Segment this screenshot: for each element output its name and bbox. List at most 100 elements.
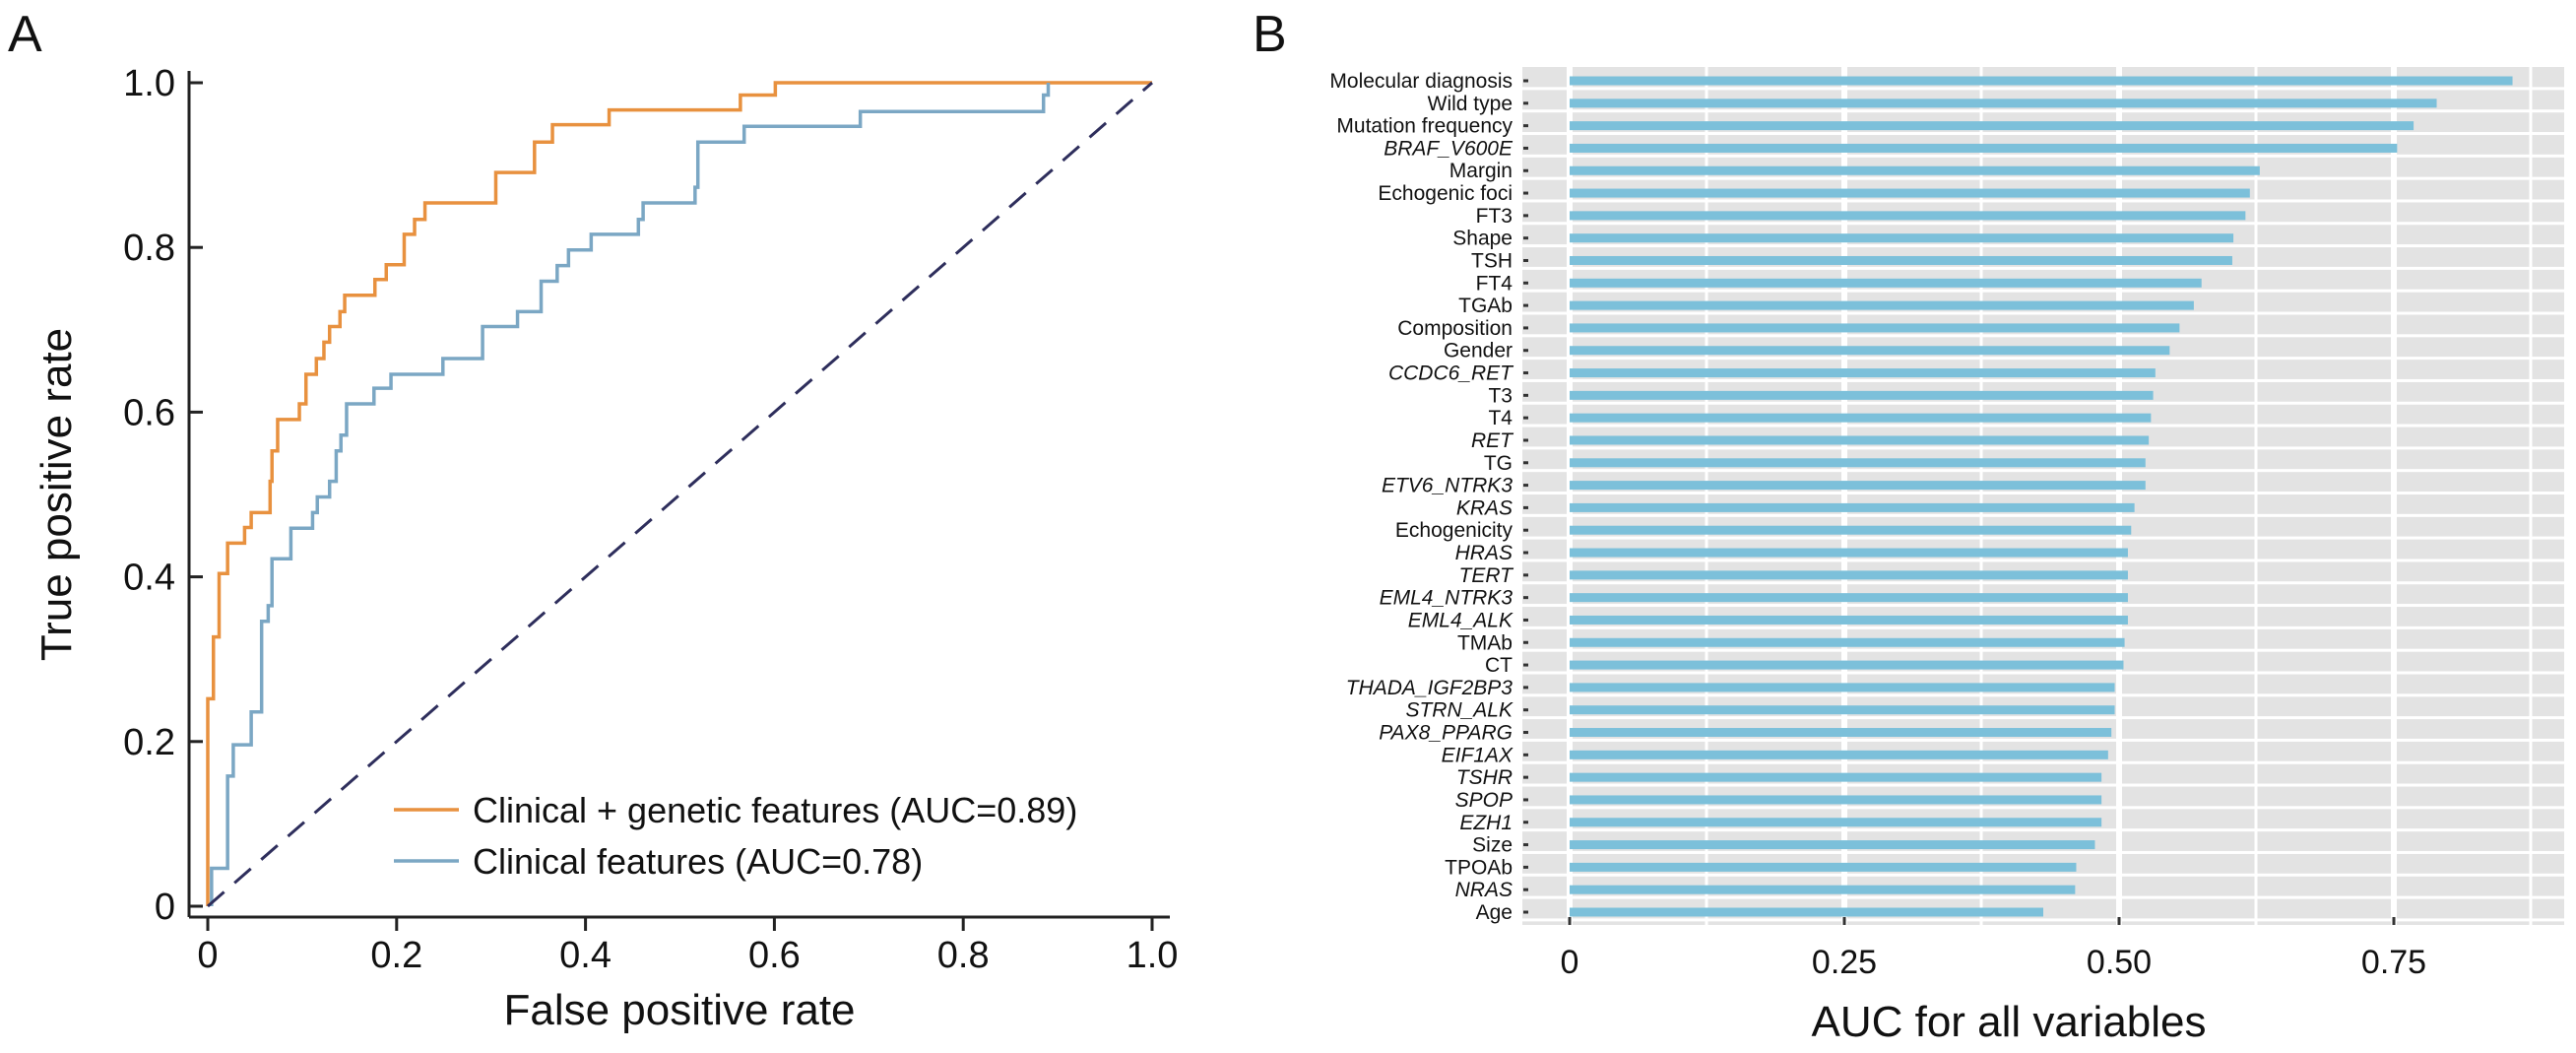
x-tick-label: 0.2: [370, 935, 422, 976]
row-separator: [1522, 334, 2564, 338]
category-label: Wild type: [1428, 93, 1513, 115]
panel-label-b: B: [1253, 6, 1287, 63]
minor-gridline: [2254, 67, 2258, 925]
y-tick: [1523, 214, 1528, 218]
x-tick-label: 0.4: [559, 935, 612, 976]
category-label: Mutation frequency: [1336, 115, 1513, 138]
bar-nras: [1570, 885, 2076, 894]
category-label: TG: [1484, 452, 1513, 475]
y-tick: [1523, 798, 1528, 802]
y-tick: [1523, 416, 1528, 420]
category-label: EML4_ALK: [1408, 609, 1513, 631]
major-gridline: [1567, 67, 1573, 925]
bar-braf-v600e: [1570, 143, 2398, 153]
y-tick: [1523, 731, 1528, 735]
category-label: Margin: [1449, 160, 1513, 182]
x-tick-label: 1.0: [1127, 935, 1179, 976]
y-tick-label: 0.6: [123, 392, 175, 433]
bar-spop: [1570, 795, 2102, 805]
row-separator: [1522, 132, 2564, 136]
bar-tgab: [1570, 300, 2194, 310]
y-tick: [1523, 686, 1528, 690]
row-separator: [1522, 559, 2564, 562]
bar-tert: [1570, 570, 2128, 580]
y-tick: [1523, 505, 1528, 509]
bar-series: [1570, 76, 2513, 917]
x-axis-ticks: 0 0.25 0.50 0.75: [1561, 917, 2426, 981]
bar-tmab: [1570, 637, 2125, 647]
bar-hras: [1570, 548, 2128, 558]
row-separator: [1522, 625, 2564, 629]
bar-t3: [1570, 390, 2154, 400]
minor-gridline: [1979, 67, 1983, 925]
panel-a-roc-chart: A 0 0.2 0.4 0.6 0.8 1.0 0 0.2 0.4 0.6 0.8 1.0 Clini…: [8, 6, 1178, 1034]
x-tick-label: 0.50: [2087, 944, 2152, 981]
bar-tpoab: [1570, 862, 2077, 872]
bar-composition: [1570, 323, 2180, 333]
row-separator: [1522, 378, 2564, 382]
y-tick: [1523, 168, 1528, 172]
y-tick: [1523, 888, 1528, 891]
bar-ft4: [1570, 278, 2202, 288]
category-label: TSH: [1471, 249, 1513, 272]
row-separator: [1522, 87, 2564, 91]
y-tick-label: 0: [155, 887, 175, 928]
x-tick: [2392, 917, 2396, 925]
row-separator: [1522, 311, 2564, 315]
row-separator: [1522, 693, 2564, 697]
category-label: THADA_IGF2BP3: [1346, 677, 1513, 699]
y-tick: [1523, 124, 1528, 128]
major-gridline: [1841, 67, 1847, 925]
panel-label-a: A: [8, 6, 42, 63]
y-tick: [1523, 438, 1528, 442]
major-gridline: [2116, 67, 2122, 925]
category-label: TMAb: [1457, 631, 1513, 654]
y-tick: [1523, 843, 1528, 847]
row-separator: [1522, 357, 2564, 361]
x-tick: [2117, 917, 2121, 925]
bar-ccdc6-ret: [1570, 368, 2156, 378]
bar-echogenicity: [1570, 525, 2132, 535]
bar-kras: [1570, 502, 2135, 512]
category-label: NRAS: [1455, 879, 1513, 901]
row-separator: [1522, 536, 2564, 540]
minor-gridline: [1705, 67, 1708, 925]
bar-molecular-diagnosis: [1570, 76, 2513, 86]
row-separator: [1522, 446, 2564, 450]
row-separator: [1522, 738, 2564, 742]
row-separator: [1522, 469, 2564, 473]
bar-t4: [1570, 413, 2152, 423]
roc-axes: 0 0.2 0.4 0.6 0.8 1.0 0 0.2 0.4 0.6 0.8 1.0: [123, 63, 1178, 976]
y-tick: [1523, 303, 1528, 307]
bar-tg: [1570, 458, 2146, 468]
y-tick: [1523, 79, 1528, 83]
category-label: KRAS: [1456, 496, 1513, 519]
category-label: Molecular diagnosis: [1329, 70, 1513, 93]
row-separator: [1522, 581, 2564, 585]
bar-strn-alk: [1570, 705, 2115, 715]
category-label: PAX8_PPARG: [1379, 722, 1513, 745]
category-label: TPOAb: [1445, 856, 1513, 879]
bar-pax8-pparg: [1570, 728, 2112, 738]
row-separator: [1522, 648, 2564, 652]
bar-shape: [1570, 233, 2234, 243]
y-tick: [1523, 371, 1528, 375]
category-label: Size: [1472, 834, 1513, 857]
y-tick: [1523, 258, 1528, 262]
legend-label: Clinical + genetic features (AUC=0.89): [473, 790, 1077, 830]
chance-diagonal-line: [207, 81, 1153, 908]
category-label: TERT: [1459, 564, 1515, 587]
category-label: TGAb: [1458, 295, 1513, 317]
y-tick-label: 0.4: [123, 558, 175, 599]
bar-gender: [1570, 346, 2170, 356]
roc-series: [206, 81, 1153, 908]
bar-ret: [1570, 435, 2150, 445]
row-separator: [1522, 716, 2564, 720]
row-separator: [1522, 176, 2564, 180]
y-tick-label: 1.0: [123, 63, 175, 104]
row-separator: [1522, 806, 2564, 810]
category-label: FT3: [1476, 205, 1513, 228]
bar-ezh1: [1570, 818, 2102, 827]
y-tick: [1523, 349, 1528, 353]
